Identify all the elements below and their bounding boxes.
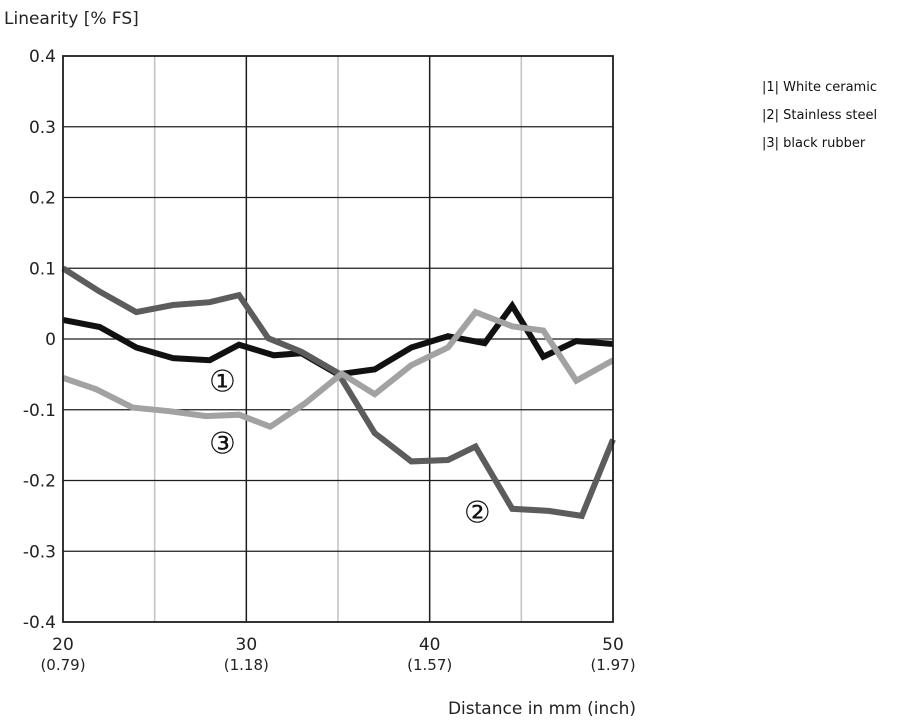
legend: |1| White ceramic |2| Stainless steel |3…: [762, 74, 877, 158]
series-line-3: [62, 308, 615, 431]
plot-frame: [62, 55, 614, 623]
x-tick-sublabel: (1.97): [590, 656, 635, 674]
x-tick-label: 40: [419, 635, 441, 655]
x-tick-label: 30: [236, 635, 258, 655]
y-tick-label: 0.2: [29, 189, 56, 209]
x-axis-label: Distance in mm (inch): [448, 699, 636, 719]
y-axis-label: Linearity [% FS]: [4, 9, 139, 29]
y-axis-ticks: 0.4 0.3 0.2 0.1 0 -0.1 -0.2 -0.3 -0.4: [23, 47, 56, 633]
legend-item-white-ceramic: |1| White ceramic: [762, 80, 877, 95]
y-tick-label: 0.4: [29, 47, 56, 67]
x-tick-label: 50: [602, 635, 624, 655]
x-tick-sublabel: (1.18): [224, 656, 269, 674]
x-tick-sublabel: (1.57): [407, 656, 452, 674]
y-tick-label: -0.1: [23, 401, 56, 421]
series-markers: ① ② ③: [209, 364, 491, 530]
y-tick-label: 0: [45, 330, 56, 350]
x-tick-sublabel: (0.79): [40, 656, 85, 674]
y-tick-label: 0.1: [29, 259, 56, 279]
plot-border: [62, 55, 614, 623]
legend-item-black-rubber: |3| black rubber: [762, 136, 866, 151]
y-tick-label: -0.3: [23, 542, 56, 562]
grid: [63, 56, 613, 622]
y-tick-label: -0.2: [23, 472, 56, 492]
series-marker-1: ①: [209, 364, 236, 399]
x-tick-label: 20: [52, 635, 74, 655]
legend-item-stainless-steel: |2| Stainless steel: [762, 108, 878, 123]
y-tick-label: 0.3: [29, 118, 56, 138]
series-marker-3: ③: [209, 427, 236, 462]
series-marker-2: ②: [464, 495, 491, 530]
series-lines: [61, 265, 616, 520]
x-axis-ticks: 20(0.79) 30(1.18) 40(1.57) 50(1.97): [40, 635, 635, 674]
y-tick-label: -0.4: [23, 613, 56, 633]
